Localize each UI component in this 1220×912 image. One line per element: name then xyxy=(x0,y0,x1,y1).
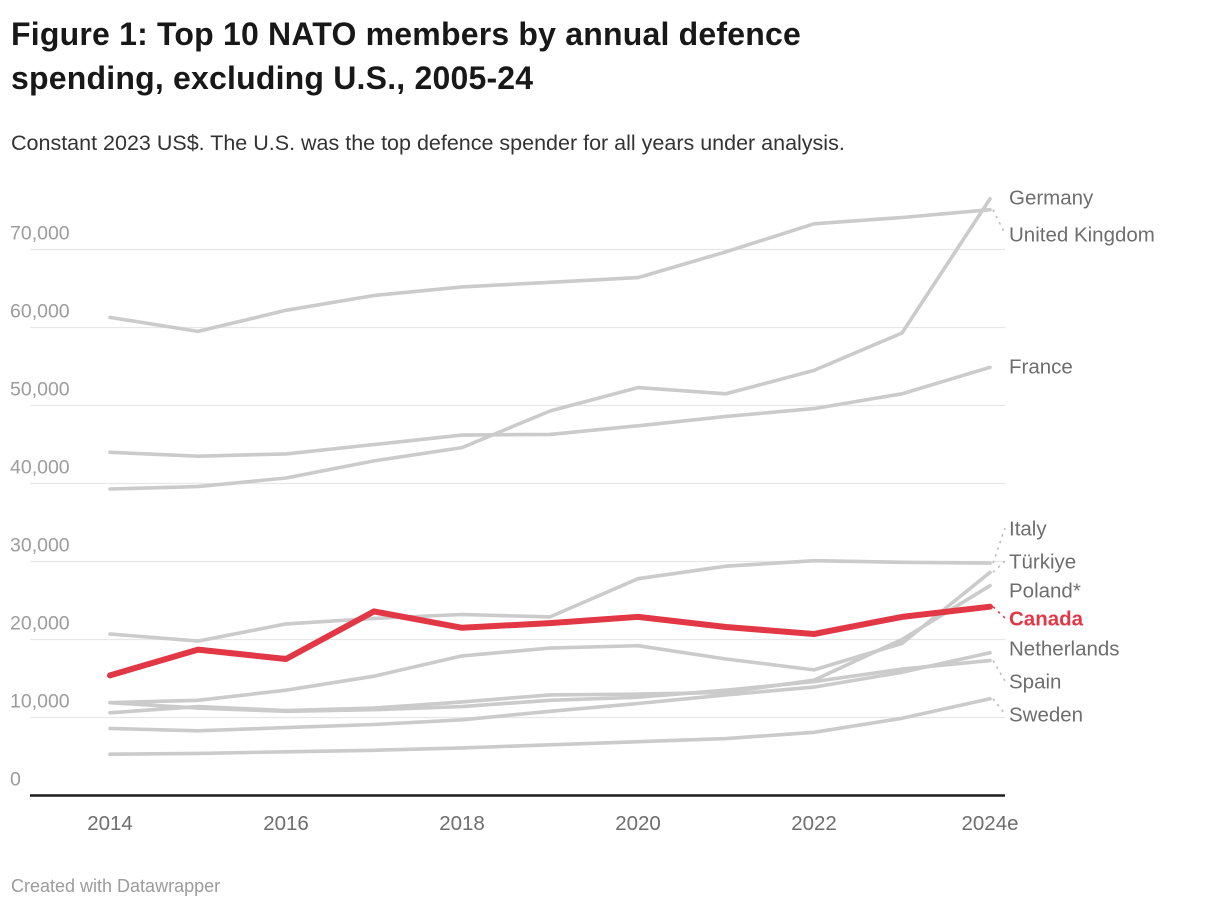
line-sweden xyxy=(108,696,992,757)
x-axis-tick-label: 2016 xyxy=(263,812,309,835)
line-france xyxy=(108,365,992,459)
title-line-2: spending, excluding U.S., 2005-24 xyxy=(11,60,534,97)
label-connector-spain xyxy=(992,660,1006,682)
label-connector-united-kingdom xyxy=(992,209,1006,235)
y-axis-tick-label: 60,000 xyxy=(10,301,70,323)
series-label-sweden: Sweden xyxy=(1009,704,1083,727)
title-line-1: Figure 1: Top 10 NATO members by annual … xyxy=(11,16,802,52)
series-label-türkiye: Türkiye xyxy=(1009,551,1076,574)
series-label-spain: Spain xyxy=(1009,671,1061,694)
line-united-kingdom xyxy=(108,207,992,334)
series-label-netherlands: Netherlands xyxy=(1009,638,1120,661)
y-axis-tick-label: 10,000 xyxy=(10,691,70,713)
line-germany xyxy=(108,197,992,491)
y-axis-tick-label: 20,000 xyxy=(10,613,70,635)
series-label-germany: Germany xyxy=(1009,187,1094,210)
line-italy xyxy=(108,558,992,643)
x-axis-tick-label: 2014 xyxy=(87,812,133,835)
datawrapper-credit: Created with Datawrapper xyxy=(11,876,221,896)
x-axis-tick-label: 2024e xyxy=(961,812,1018,835)
x-axis-tick-label: 2020 xyxy=(615,812,661,835)
y-axis-tick-label: 0 xyxy=(10,769,21,791)
line-netherlands xyxy=(108,650,992,733)
label-connector-italy xyxy=(992,527,1006,564)
label-connector-canada xyxy=(992,606,1006,619)
page-title: Figure 1: Top 10 NATO members by annual … xyxy=(11,12,1091,100)
line-spain xyxy=(108,658,992,714)
y-axis-tick-label: 30,000 xyxy=(10,535,70,557)
line-canada xyxy=(107,603,993,679)
series-label-united-kingdom: United Kingdom xyxy=(1009,224,1155,247)
series-label-poland: Poland* xyxy=(1009,580,1081,603)
x-axis-tick-label: 2018 xyxy=(439,812,485,835)
y-axis-tick-label: 50,000 xyxy=(10,379,70,401)
y-axis-tick-label: 70,000 xyxy=(10,223,70,245)
series-label-france: France xyxy=(1009,356,1073,379)
label-connector-sweden xyxy=(992,698,1006,715)
line-türkiye xyxy=(108,570,992,705)
x-axis-tick-label: 2022 xyxy=(791,812,837,835)
y-axis-tick-label: 40,000 xyxy=(10,457,70,479)
defence-spending-line-chart: 70,000 60,000 50,000 40,000 30,000 20,000 10,0… xyxy=(10,187,1155,836)
chart-subtitle: Constant 2023 US$. The U.S. was the top … xyxy=(11,131,845,155)
label-connector-türkiye xyxy=(992,560,1006,573)
series-label-italy: Italy xyxy=(1009,518,1047,541)
series-label-canada: Canada xyxy=(1009,608,1084,631)
